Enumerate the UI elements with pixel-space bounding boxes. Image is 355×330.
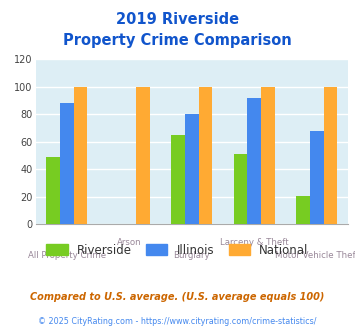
Bar (234, 154, 247, 224)
Bar (198, 87, 212, 224)
Bar (310, 131, 323, 224)
Text: © 2025 CityRating.com - https://www.cityrating.com/crime-statistics/: © 2025 CityRating.com - https://www.city… (38, 317, 317, 326)
Text: Property Crime Comparison: Property Crime Comparison (63, 33, 292, 48)
Bar (60, 103, 73, 224)
Text: Burglary: Burglary (173, 251, 210, 260)
Bar (323, 87, 337, 224)
Bar (136, 87, 150, 224)
Legend: Riverside, Illinois, National: Riverside, Illinois, National (42, 239, 313, 261)
Bar (73, 87, 87, 224)
Text: Motor Vehicle Theft: Motor Vehicle Theft (275, 251, 355, 260)
Bar (261, 87, 275, 224)
Text: Compared to U.S. average. (U.S. average equals 100): Compared to U.S. average. (U.S. average … (30, 292, 325, 302)
Bar (171, 135, 185, 224)
Text: 2019 Riverside: 2019 Riverside (116, 12, 239, 26)
Bar (185, 115, 198, 224)
Text: Arson: Arson (117, 238, 142, 247)
Bar (247, 98, 261, 224)
Text: Larceny & Theft: Larceny & Theft (220, 238, 289, 247)
Bar (296, 195, 310, 224)
Bar (46, 157, 60, 224)
Text: All Property Crime: All Property Crime (28, 251, 106, 260)
